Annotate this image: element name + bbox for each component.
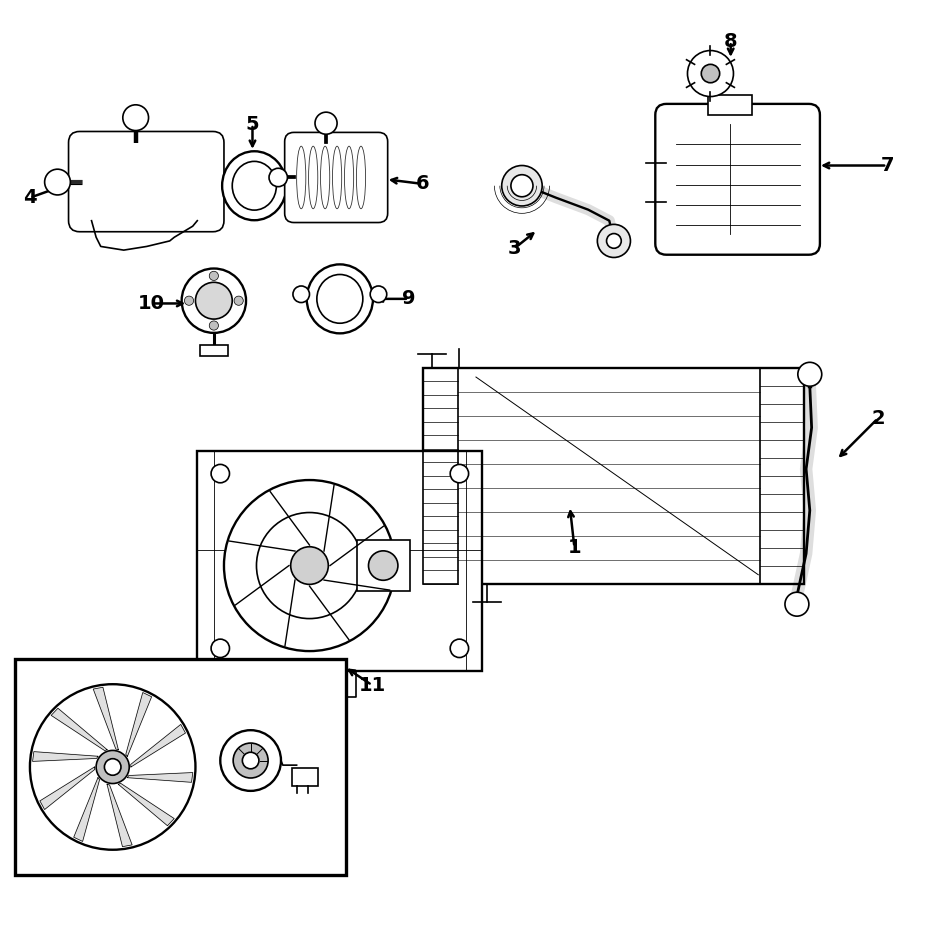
- Text: 11: 11: [358, 675, 386, 695]
- Ellipse shape: [222, 151, 286, 220]
- Polygon shape: [40, 767, 95, 809]
- Polygon shape: [32, 751, 98, 762]
- Circle shape: [210, 639, 229, 658]
- Circle shape: [196, 282, 232, 319]
- Bar: [759, 368, 804, 584]
- Circle shape: [233, 743, 268, 778]
- Ellipse shape: [370, 286, 387, 303]
- Bar: [15, 659, 346, 875]
- Bar: [292, 768, 317, 786]
- Bar: [707, 95, 751, 115]
- Polygon shape: [126, 692, 151, 756]
- Circle shape: [597, 224, 629, 257]
- Bar: [197, 450, 482, 672]
- Circle shape: [220, 730, 281, 791]
- Bar: [200, 345, 227, 356]
- Circle shape: [450, 464, 468, 483]
- Circle shape: [30, 684, 196, 850]
- Circle shape: [256, 512, 362, 618]
- Text: 8: 8: [723, 32, 737, 51]
- Polygon shape: [94, 688, 118, 749]
- Polygon shape: [51, 708, 107, 750]
- Text: 10: 10: [138, 294, 165, 313]
- Text: 1: 1: [567, 537, 580, 556]
- Circle shape: [797, 362, 821, 386]
- Circle shape: [210, 464, 229, 483]
- Circle shape: [269, 168, 287, 187]
- Bar: [422, 368, 457, 584]
- Ellipse shape: [293, 286, 310, 303]
- Text: 6: 6: [415, 174, 429, 193]
- Text: 9: 9: [401, 289, 415, 309]
- Circle shape: [290, 547, 328, 584]
- Circle shape: [242, 752, 259, 769]
- Polygon shape: [107, 784, 132, 847]
- Ellipse shape: [232, 161, 276, 210]
- Circle shape: [687, 51, 732, 97]
- Circle shape: [209, 271, 218, 280]
- Circle shape: [368, 551, 398, 581]
- Text: 12: 12: [156, 854, 184, 872]
- Polygon shape: [127, 773, 193, 782]
- Polygon shape: [131, 724, 185, 767]
- Circle shape: [96, 750, 129, 783]
- Polygon shape: [73, 778, 99, 841]
- Circle shape: [122, 105, 148, 130]
- Circle shape: [223, 480, 395, 651]
- FancyBboxPatch shape: [285, 132, 387, 222]
- Text: 4: 4: [23, 189, 37, 207]
- Circle shape: [314, 113, 337, 134]
- Circle shape: [606, 234, 620, 249]
- Ellipse shape: [307, 265, 373, 333]
- Circle shape: [182, 268, 246, 333]
- Text: 5: 5: [246, 114, 259, 133]
- FancyBboxPatch shape: [69, 131, 223, 232]
- Text: 3: 3: [507, 239, 521, 258]
- Circle shape: [105, 759, 121, 775]
- Text: 7: 7: [880, 156, 893, 175]
- Circle shape: [502, 165, 541, 206]
- Circle shape: [511, 174, 532, 197]
- Circle shape: [209, 321, 218, 330]
- Circle shape: [450, 639, 468, 658]
- Circle shape: [184, 296, 194, 305]
- Circle shape: [44, 169, 70, 195]
- Text: 2: 2: [870, 409, 883, 428]
- FancyBboxPatch shape: [654, 104, 819, 255]
- Circle shape: [234, 296, 243, 305]
- Circle shape: [784, 592, 808, 616]
- Polygon shape: [118, 783, 174, 825]
- Circle shape: [701, 65, 719, 83]
- Bar: [422, 368, 804, 584]
- Ellipse shape: [316, 275, 362, 324]
- Bar: [356, 539, 410, 591]
